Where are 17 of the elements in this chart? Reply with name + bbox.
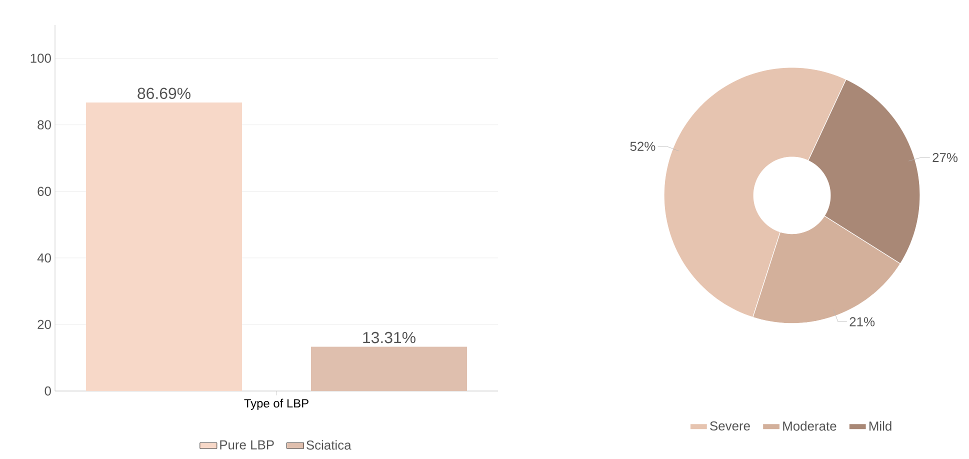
y-tick-label: 80: [38, 120, 51, 130]
data-label: 21%: [850, 317, 875, 326]
y-tick-label: 0: [44, 386, 51, 396]
data-label: 86.69%: [138, 88, 190, 100]
legend-label: Severe: [710, 421, 750, 431]
data-label: 52%: [630, 142, 656, 151]
x-tick-label: Type of LBP: [244, 398, 308, 410]
y-tick-label: 60: [38, 186, 51, 196]
legend-label: Pure LBP: [220, 440, 274, 450]
y-tick-label: 20: [38, 320, 51, 330]
data-label: 27%: [932, 152, 958, 162]
y-tick-label: 40: [37, 253, 51, 262]
legend-label: Sciatica: [306, 440, 352, 450]
legend-label: Mild: [869, 421, 892, 431]
legend-label: Moderate: [783, 421, 836, 431]
y-tick-label: 100: [30, 54, 51, 63]
data-label: 13.31%: [363, 332, 416, 344]
